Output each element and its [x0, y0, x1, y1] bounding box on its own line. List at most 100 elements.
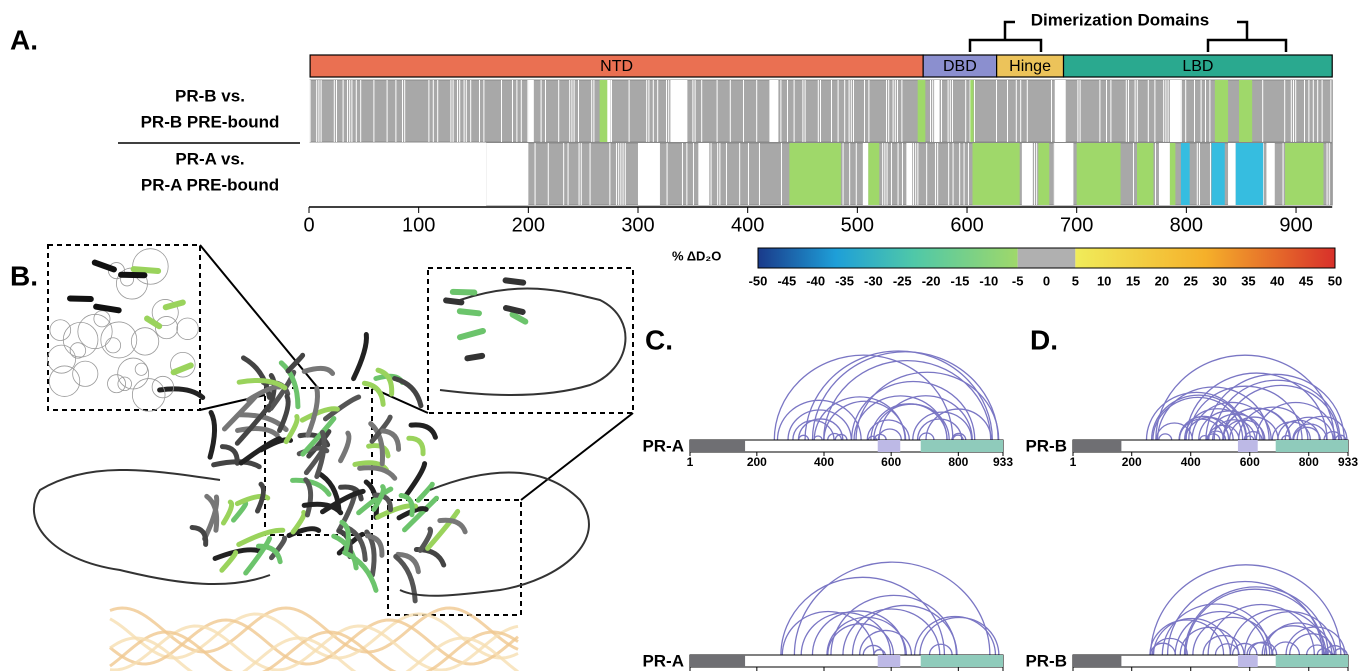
- tick-label: 100: [402, 214, 435, 236]
- colorbar-tick-label: 35: [1241, 273, 1255, 288]
- crosslink-arc: [853, 395, 948, 441]
- colorbar-tick-label: -15: [951, 273, 970, 288]
- protein-helix: [339, 519, 351, 553]
- protein-helix: [144, 315, 163, 330]
- tick-label: 600: [881, 455, 901, 469]
- crosslink-arc: [1305, 644, 1329, 656]
- protein-helix: [67, 295, 94, 303]
- crosslink-arc: [1150, 394, 1247, 441]
- protein-helix: [320, 488, 366, 515]
- protein-helix: [456, 308, 482, 317]
- colorbar-tick-label: -25: [893, 273, 912, 288]
- crosslink-arc: [1292, 426, 1321, 441]
- crosslink-arc: [919, 616, 1000, 656]
- crosslink-arc: [1284, 416, 1334, 441]
- protein-helix: [368, 421, 386, 467]
- crosslink-arc: [916, 418, 963, 441]
- crosslink-arc: [787, 409, 852, 441]
- crosslink-arc: [1214, 643, 1240, 656]
- protein-helix: [449, 288, 478, 296]
- protein-helix: [234, 493, 271, 507]
- protein-helix: [170, 362, 194, 376]
- hdx-gap: [1266, 143, 1275, 205]
- colorbar-tick-label: 50: [1328, 273, 1342, 288]
- domain-box: [1062, 54, 1333, 78]
- crosslink-arc: [951, 432, 967, 441]
- crosslink-arc: [1271, 641, 1301, 656]
- crosslink-arc: [1289, 633, 1336, 656]
- dna-strand: [109, 606, 519, 654]
- protein-helix: [278, 360, 301, 410]
- tick-label: 200: [512, 214, 545, 236]
- bracket: [968, 20, 1288, 52]
- crosslink-arc: [823, 400, 907, 441]
- panel-label: A.: [10, 24, 38, 55]
- hdx-change: [599, 80, 608, 142]
- colorbar-tick-label: -40: [806, 273, 825, 288]
- crosslink-arc: [1149, 642, 1176, 656]
- protein-helix: [243, 535, 273, 576]
- protein-helix: [322, 394, 362, 422]
- row-label: PR-B PRE-bound: [141, 112, 280, 131]
- hdx-change: [1285, 143, 1324, 205]
- protein-trace: [151, 375, 175, 399]
- crosslink-arc: [1334, 434, 1347, 441]
- protein-helix: [372, 492, 394, 513]
- crosslink-arc: [1213, 380, 1341, 441]
- colorbar-tick-label: 5: [1072, 273, 1079, 288]
- hdx-row: [486, 142, 1333, 206]
- tick-label: 500: [841, 214, 874, 236]
- crosslink-arc: [1261, 625, 1325, 656]
- hdx-change: [1180, 143, 1190, 205]
- tick-label: 300: [621, 214, 654, 236]
- crosslink-arc: [1228, 416, 1279, 441]
- crosslink-arc: [1156, 386, 1270, 441]
- protein-label: PR-A: [642, 651, 684, 670]
- crosslink-arc: [1323, 431, 1343, 441]
- hdx-gap: [1054, 80, 1066, 142]
- tick-label: 400: [814, 455, 834, 469]
- crosslink-arc: [1188, 385, 1303, 441]
- protein-helix: [91, 259, 117, 273]
- domain-label: Hinge: [1009, 58, 1051, 75]
- hdx-gap: [769, 80, 779, 142]
- crosslink-arc: [1174, 611, 1268, 656]
- hdx-change: [789, 143, 841, 205]
- protein-helix: [212, 547, 262, 561]
- crosslink-arc: [823, 360, 992, 441]
- protein-helix: [338, 430, 352, 464]
- crosslink-arc: [827, 623, 895, 656]
- protein-helix: [235, 425, 280, 438]
- colorbar-tick-label: -5: [1012, 273, 1024, 288]
- crosslink-arc: [877, 428, 902, 441]
- tick-label: 0: [303, 214, 314, 236]
- row-label: PR-A vs.: [175, 149, 244, 168]
- crosslink-arc: [781, 610, 875, 656]
- crosslink-arc: [851, 604, 958, 656]
- protein-helix: [245, 384, 282, 403]
- protein-helix: [406, 435, 426, 457]
- colorbar-tick-label: -50: [749, 273, 768, 288]
- hdx-change: [1169, 143, 1176, 205]
- crosslink-arc: [873, 403, 950, 441]
- protein-helix: [408, 422, 438, 440]
- crosslink-arc: [1202, 634, 1245, 656]
- domain-label: NTD: [600, 58, 633, 75]
- crosslink-arc: [780, 576, 946, 656]
- tick-label: 200: [1122, 455, 1142, 469]
- crosslink-arc: [1244, 611, 1337, 656]
- crosslink-arc: [1178, 415, 1230, 441]
- protein-helix: [443, 297, 465, 306]
- crosslink-arc: [1206, 433, 1221, 441]
- protein-helix: [392, 376, 424, 409]
- protein-helix: [231, 500, 249, 523]
- protein-trace: [107, 262, 125, 280]
- protein-helix: [219, 550, 239, 573]
- crosslink-arc: [797, 434, 810, 441]
- protein-helix: [255, 481, 266, 514]
- tick-label: 700: [1060, 214, 1093, 236]
- hdx-change: [868, 143, 880, 205]
